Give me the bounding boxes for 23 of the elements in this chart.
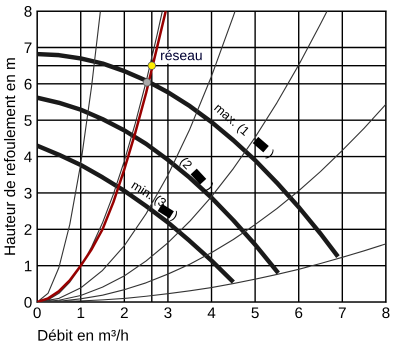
x-tick-label: 2 (120, 307, 128, 318)
y-tick-label: 1 (24, 260, 32, 272)
y-tick-label: 2 (24, 224, 32, 235)
x-axis-title: Débit en m³/h (38, 329, 128, 341)
y-axis-title: Hauteur de refoulement en m (4, 58, 16, 255)
y-tick-label: 5 (24, 115, 32, 126)
x-tick-label: 3 (164, 307, 172, 318)
x-tick-label: 1 (78, 307, 84, 318)
y-tick-label: 4 (24, 152, 32, 162)
y-tick-label: 7 (24, 42, 32, 54)
y-tick-label: 6 (24, 78, 32, 90)
annotation: (2 (178, 156, 193, 172)
x-tick-label: 0 (33, 307, 41, 318)
annotation: ) (170, 210, 179, 222)
x-tick-label: 6 (295, 307, 302, 318)
y-tick-label: 8 (24, 6, 32, 17)
y-tick-label: 3 (24, 188, 32, 199)
x-tick-label: 4 (208, 307, 216, 318)
x-tick-label: 8 (382, 307, 390, 318)
annotation: réseau (161, 50, 202, 60)
x-tick-label: 5 (251, 307, 259, 318)
y-tick-label: 0 (24, 296, 32, 308)
x-tick-label: 7 (338, 307, 346, 318)
